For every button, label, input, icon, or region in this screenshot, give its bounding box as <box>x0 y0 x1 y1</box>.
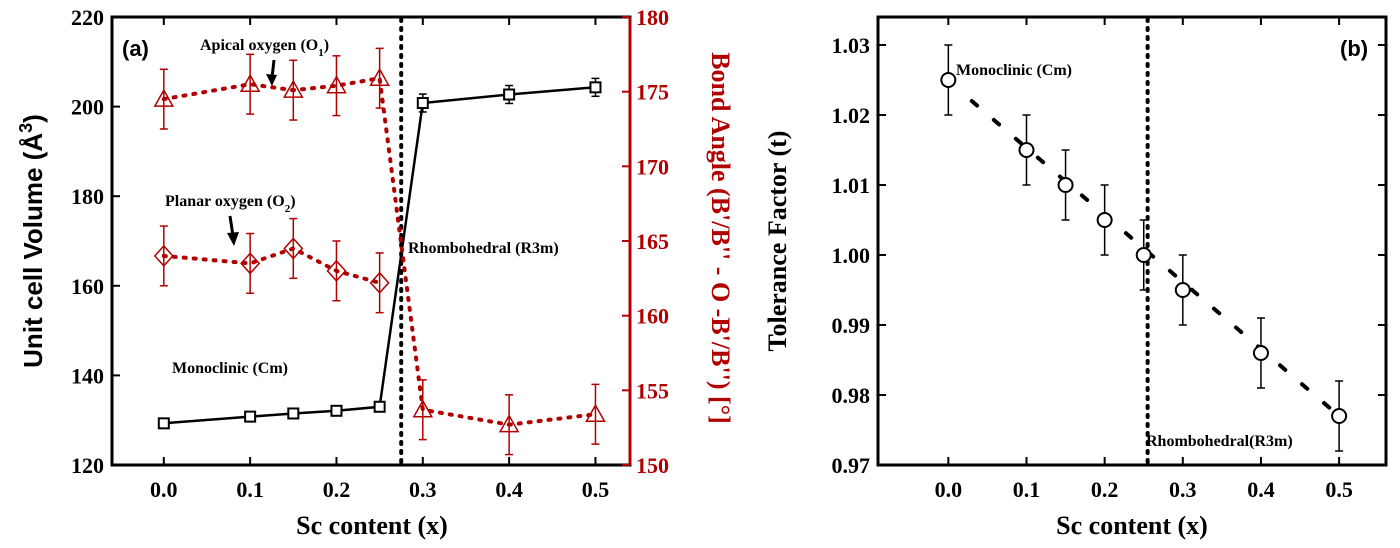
chart-b-y-tick-label: 0.99 <box>832 313 871 338</box>
chart-a-x-tick-label: 0.2 <box>323 477 351 502</box>
chart-a-point-square <box>589 81 602 94</box>
chart-b-y-tick-label: 0.97 <box>832 453 871 478</box>
chart-a-series-line-volume <box>163 86 596 425</box>
chart-a-rhombohedral-label: Rhombohedral (R3m) <box>408 240 559 257</box>
chart-a-point-diamond <box>283 237 304 260</box>
chart-a: 0.0 0.1 0.2 0.3 0.4 0.5 120 140 160 180 200 220 150 1… <box>16 5 735 540</box>
chart-b-x-tick-label: 0.4 <box>1247 477 1275 502</box>
chart-a-y2-tick-label: 165 <box>636 229 669 254</box>
chart-a-y2-tick-label: 170 <box>636 154 669 179</box>
chart-a-apical-label: Apical oxygen (O1) <box>200 37 329 59</box>
chart-b-point <box>940 72 957 88</box>
chart-a-x-tick-label: 0.3 <box>409 477 437 502</box>
chart-a-planar-arrowhead <box>227 232 239 246</box>
chart-a-point-square <box>503 88 516 101</box>
chart-a-ticks: 0.0 0.1 0.2 0.3 0.4 0.5 120 140 160 180 200 220 150 1… <box>71 5 669 502</box>
chart-b-point <box>1135 247 1152 263</box>
chart-b-point <box>1331 408 1348 424</box>
chart-b-x-tick-label: 0.1 <box>1013 477 1041 502</box>
chart-b-y-tick-label: 0.98 <box>832 383 871 408</box>
chart-b-point <box>1096 212 1113 228</box>
chart-b-point <box>1252 345 1269 361</box>
chart-a-y2-axis-title: Bond Angle (B'/B'' - O -B'/B'') [°] <box>706 52 735 424</box>
chart-b-frame <box>876 15 1388 467</box>
chart-b-point <box>1018 142 1035 158</box>
chart-a-x-tick-label: 0.4 <box>495 477 523 502</box>
chart-b-point <box>1174 282 1191 298</box>
chart-a-point-triangle <box>283 79 304 98</box>
chart-a-point-square <box>416 97 429 110</box>
chart-a-point-square <box>157 417 170 430</box>
chart-a-point-triangle <box>153 88 175 107</box>
chart-a-point-diamond <box>369 271 390 294</box>
chart-a-y-tick-label: 120 <box>71 453 104 478</box>
chart-b-y-axis-title: Tolerance Factor (t) <box>763 131 792 352</box>
chart-b-y-tick-label: 1.03 <box>832 33 871 58</box>
chart-a-point-square <box>373 400 386 413</box>
chart-a-point-triangle <box>239 73 261 92</box>
chart-b-points <box>940 44 1348 452</box>
chart-a-panel-label: (a) <box>122 36 149 61</box>
chart-a-monoclinic-label: Monoclinic (Cm) <box>172 360 288 377</box>
chart-a-y2-tick-label: 155 <box>636 378 669 403</box>
chart-b-rhombohedral-label: Rhombohedral(R3m) <box>1146 433 1293 450</box>
chart-b-y-tick-label: 1.02 <box>832 103 871 128</box>
chart-a-x-tick-label: 0.1 <box>236 477 264 502</box>
chart-b-y-tick-label: 1.00 <box>832 243 871 268</box>
chart-a-point-triangle <box>326 75 347 94</box>
chart-b-x-tick-label: 0.0 <box>935 477 963 502</box>
chart-a-series-line-diamond <box>161 246 382 285</box>
chart-b-x-tick-label: 0.3 <box>1169 477 1197 502</box>
chart-b-x-axis-title: Sc content (x) <box>1056 511 1208 540</box>
chart-b-monoclinic-label: Monoclinic (Cm) <box>956 62 1072 79</box>
chart-a-x-tick-label: 0.0 <box>150 477 178 502</box>
chart-b: 0.0 0.1 0.2 0.3 0.4 0.5 0.97 0.98 0.99 1.00 1.01 1.… <box>763 15 1388 540</box>
chart-a-apical-arrowhead <box>266 74 277 86</box>
chart-a-x-axis-title: Sc content (x) <box>296 511 448 540</box>
chart-a-point-triangle <box>498 414 520 433</box>
chart-a-points <box>153 47 606 456</box>
chart-a-y2-tick-label: 160 <box>636 304 669 329</box>
chart-a-y2-tick-label: 180 <box>636 5 669 30</box>
chart-a-point-square <box>287 407 300 420</box>
chart-a-y-tick-label: 180 <box>71 184 104 209</box>
chart-a-point-triangle <box>369 67 390 86</box>
chart-a-planar-label: Planar oxygen (O2) <box>165 193 296 215</box>
chart-b-panel-label: (b) <box>1340 36 1368 61</box>
chart-a-point-square <box>330 404 343 417</box>
chart-a-point-triangle <box>412 399 434 418</box>
chart-a-y-axis-title: Unit cell Volume (Å3) <box>16 114 48 368</box>
chart-b-ticks: 0.0 0.1 0.2 0.3 0.4 0.5 0.97 0.98 0.99 1.00 1.01 1.… <box>832 17 1386 502</box>
chart-a-point-square <box>244 410 257 423</box>
chart-b-x-tick-label: 0.5 <box>1325 477 1353 502</box>
chart-a-y-tick-label: 200 <box>71 95 104 120</box>
chart-a-y2-tick-label: 150 <box>636 453 669 478</box>
chart-a-x-tick-label: 0.5 <box>582 477 610 502</box>
chart-a-point-diamond <box>153 244 174 268</box>
chart-b-x-tick-label: 0.2 <box>1091 477 1119 502</box>
chart-a-y-tick-label: 220 <box>71 5 104 30</box>
chart-a-y-tick-label: 160 <box>71 274 104 299</box>
chart-a-point-diamond <box>326 259 347 282</box>
chart-b-y-tick-label: 1.01 <box>832 173 871 198</box>
chart-a-y-tick-label: 140 <box>71 363 104 388</box>
chart-a-point-diamond <box>240 252 261 275</box>
chart-b-point <box>1057 177 1074 193</box>
chart-a-y2-tick-label: 175 <box>636 80 669 105</box>
chart-a-point-triangle <box>585 403 606 422</box>
